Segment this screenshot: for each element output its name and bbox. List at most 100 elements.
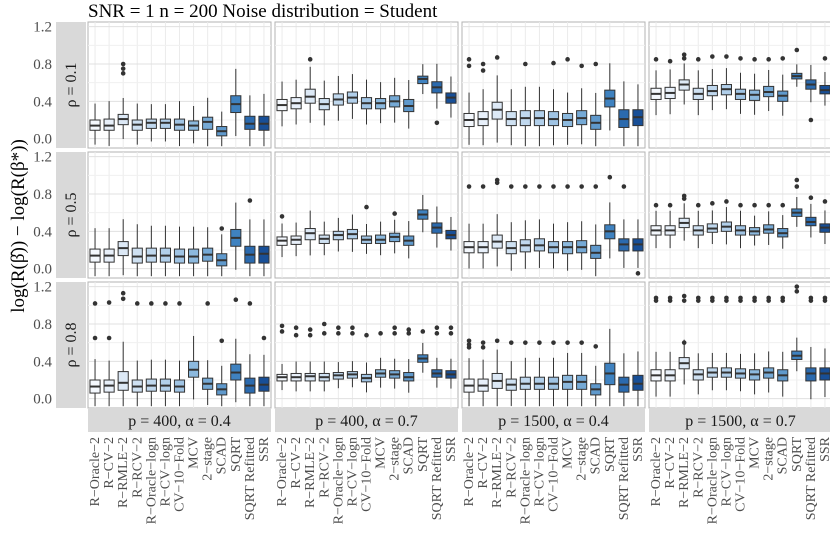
outlier-point <box>336 325 341 331</box>
outlier-point <box>794 177 800 183</box>
outlier-point <box>321 321 327 327</box>
outlier-point <box>551 340 556 345</box>
outlier-point <box>653 202 659 208</box>
x-tick-label: R−Oracle−2 <box>649 437 664 506</box>
outlier-point <box>307 57 313 62</box>
x-tick-label: R−RMLE−2 <box>116 437 131 508</box>
outlier-point <box>434 331 440 336</box>
outlier-point <box>565 184 570 189</box>
outlier-point <box>724 54 729 59</box>
outlier-point <box>579 184 584 189</box>
row-strip-label: ρ = 0.8 <box>63 322 80 367</box>
x-tick-label: SSR <box>631 436 646 462</box>
outlier-point <box>593 184 599 189</box>
outlier-point <box>681 340 687 345</box>
x-tick-label: MCV <box>748 437 763 469</box>
x-tick-label: SQRT <box>603 437 618 472</box>
outlier-point <box>364 204 369 210</box>
x-tick-label: SQRT <box>416 437 431 472</box>
outlier-point <box>710 201 715 206</box>
outlier-point <box>307 327 313 332</box>
outlier-point <box>766 202 771 208</box>
outlier-point <box>593 61 599 67</box>
outlier-point <box>695 202 701 208</box>
x-tick-label: MCV <box>561 437 576 469</box>
outlier-point <box>406 331 412 336</box>
outlier-point <box>794 47 800 53</box>
column-strip-label: p = 1500, α = 0.4 <box>498 413 608 430</box>
x-tick-label: R−RMLE−2 <box>303 437 318 508</box>
outlier-point <box>480 340 486 345</box>
x-tick-label: SCAD <box>215 437 230 474</box>
outlier-point <box>710 54 715 59</box>
y-tick-label: 0.4 <box>33 94 52 110</box>
outlier-point <box>321 331 327 336</box>
outlier-point <box>494 55 500 60</box>
outlier-point <box>579 63 584 69</box>
outlier-point <box>523 184 528 189</box>
y-tick-label: 0.4 <box>33 224 52 240</box>
outlier-point <box>766 295 771 301</box>
row-strip <box>56 22 86 148</box>
x-tick-label: R−CV−2 <box>102 437 117 489</box>
x-tick-label: SQRT Refitted <box>804 437 819 520</box>
x-tick-label: 2−stage <box>201 437 216 481</box>
row-strip-label: ρ = 0.1 <box>63 62 80 107</box>
outlier-point <box>120 71 126 76</box>
outlier-point <box>681 193 687 199</box>
outlier-point <box>822 56 828 61</box>
x-tick-label: MCV <box>187 437 202 469</box>
outlier-point <box>466 63 472 69</box>
x-tick-label: R−Oracle−2 <box>275 437 290 506</box>
outlier-point <box>92 301 98 306</box>
outlier-point <box>448 331 454 336</box>
outlier-point <box>551 60 556 66</box>
x-tick-label: R−Oracle−2 <box>88 437 103 506</box>
outlier-point <box>392 211 397 216</box>
outlier-point <box>681 293 687 299</box>
outlier-point <box>780 295 786 301</box>
x-tick-label: SQRT Refitted <box>430 437 445 520</box>
outlier-point <box>621 184 627 189</box>
row-strip-label: ρ = 0.5 <box>63 192 80 237</box>
outlier-point <box>794 284 800 289</box>
x-tick-label: 2−stage <box>388 437 403 481</box>
outlier-point <box>681 52 687 57</box>
outlier-point <box>667 295 673 301</box>
x-tick-label: SCAD <box>402 437 417 474</box>
outlier-point <box>293 332 299 338</box>
x-tick-label: MCV <box>374 437 389 469</box>
outlier-point <box>233 297 239 303</box>
x-tick-label: R−Oracle−logn <box>331 437 346 524</box>
outlier-point <box>508 184 514 189</box>
outlier-point <box>508 340 514 345</box>
outlier-point <box>434 325 440 331</box>
outlier-point <box>149 301 154 306</box>
x-tick-label: R−CV−2 <box>289 437 304 489</box>
outlier-point <box>420 329 426 334</box>
column-strip <box>88 408 271 432</box>
outlier-point <box>120 61 126 67</box>
outlier-point <box>780 56 786 61</box>
y-tick-label: 0.0 <box>33 132 52 148</box>
outlier-point <box>537 340 542 345</box>
outlier-point <box>279 323 285 329</box>
x-tick-label: SSR <box>257 436 272 462</box>
outlier-point <box>350 325 355 331</box>
outlier-point <box>710 295 715 301</box>
box-3 <box>117 371 129 391</box>
outlier-point <box>752 295 757 301</box>
outlier-point <box>205 301 210 306</box>
outlier-point <box>177 301 182 306</box>
outlier-point <box>681 298 687 303</box>
outlier-point <box>822 295 828 301</box>
outlier-point <box>579 340 584 345</box>
x-tick-label: R−Oracle−logn <box>518 437 533 524</box>
x-tick-label: CV−10−Fold <box>173 437 188 512</box>
outlier-point <box>480 68 486 73</box>
x-tick-label: R−CV−2 <box>663 437 678 489</box>
outlier-point <box>307 332 313 338</box>
x-tick-label: R−RCV−2 <box>691 437 706 498</box>
outlier-point <box>752 57 757 62</box>
x-tick-label: R−Oracle−logn <box>705 437 720 524</box>
